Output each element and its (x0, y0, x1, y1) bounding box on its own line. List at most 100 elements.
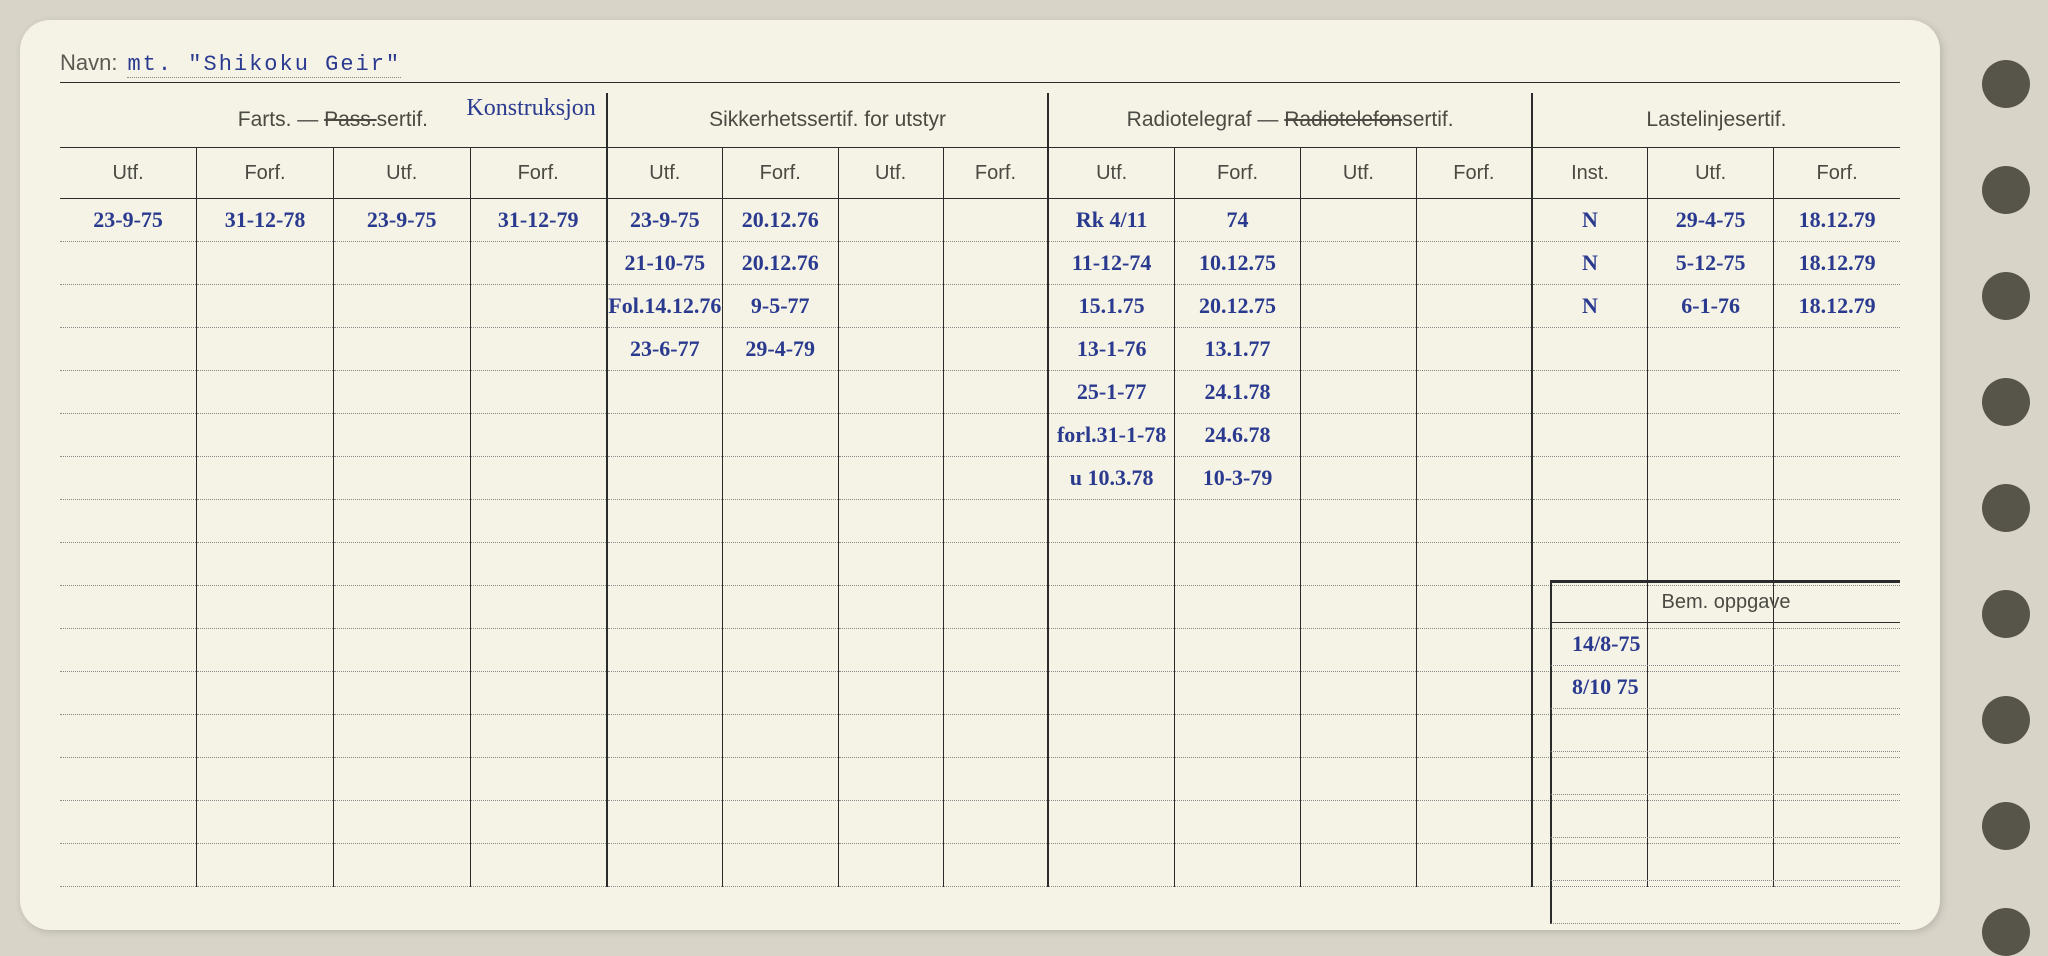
bem-value: 8/10 75 (1572, 674, 1639, 700)
cell-value: 21-10-75 (624, 250, 705, 275)
cell: N (1532, 285, 1648, 328)
cell (60, 715, 197, 758)
cell (1301, 500, 1417, 543)
cell (838, 414, 943, 457)
cell-value: u 10.3.78 (1070, 465, 1154, 490)
cell: 13.1.77 (1174, 328, 1300, 371)
cell (333, 457, 470, 500)
cell (1174, 672, 1300, 715)
cell-value: forl.31-1-78 (1057, 422, 1166, 447)
cell (60, 543, 197, 586)
cell-value: 18.12.79 (1799, 293, 1876, 318)
col-utf: Utf. (1048, 148, 1174, 199)
cell (838, 328, 943, 371)
cell (943, 199, 1048, 242)
cell (943, 586, 1048, 629)
cell (470, 844, 607, 887)
cell (470, 629, 607, 672)
cell (943, 672, 1048, 715)
cell (838, 801, 943, 844)
cell (943, 328, 1048, 371)
cell (197, 629, 334, 672)
cell (470, 242, 607, 285)
cell-value: 29-4-79 (745, 336, 815, 361)
cell (470, 801, 607, 844)
bem-row (1550, 838, 1900, 881)
cell (1416, 371, 1532, 414)
cell (838, 672, 943, 715)
hole-icon (1982, 60, 2030, 108)
hole-icon (1982, 590, 2030, 638)
cell-value: 29-4-75 (1676, 207, 1746, 232)
punch-holes (1982, 60, 2030, 956)
cell (1648, 328, 1774, 371)
cell: 9-5-77 (722, 285, 838, 328)
cell (1416, 500, 1532, 543)
cell: 18.12.79 (1774, 242, 1900, 285)
bem-row (1550, 795, 1900, 838)
cell (197, 328, 334, 371)
cell (197, 586, 334, 629)
cell (60, 758, 197, 801)
sub-header-row: Utf. Forf. Utf. Forf. Utf. Forf. Utf. Fo… (60, 148, 1900, 199)
cell (1648, 500, 1774, 543)
farts-annotation: Konstruksjon (466, 95, 595, 122)
cell (722, 586, 838, 629)
cell (1774, 457, 1900, 500)
radio-header: Radiotelegraf — Radiotelefonsertif. (1048, 93, 1532, 148)
cell (60, 328, 197, 371)
laste-header: Lastelinjesertif. (1532, 93, 1900, 148)
navn-row: Navn: mt. "Shikoku Geir" (60, 50, 1900, 83)
cell (1048, 801, 1174, 844)
cell: 74 (1174, 199, 1300, 242)
cell (1416, 199, 1532, 242)
cell-value: 20.12.76 (742, 250, 819, 275)
cell (838, 758, 943, 801)
col-forf: Forf. (1416, 148, 1532, 199)
cell (943, 242, 1048, 285)
cell-value: 23-9-75 (367, 207, 437, 232)
cell (1174, 758, 1300, 801)
cell-value: 9-5-77 (751, 293, 810, 318)
cell (470, 672, 607, 715)
col-utf: Utf. (1301, 148, 1417, 199)
table-row: 23-6-7729-4-7913-1-7613.1.77 (60, 328, 1900, 371)
cell: 24.6.78 (1174, 414, 1300, 457)
cell (197, 844, 334, 887)
cell-value: 13.1.77 (1205, 336, 1271, 361)
cell (1532, 328, 1648, 371)
cell: N (1532, 242, 1648, 285)
col-forf: Forf. (722, 148, 838, 199)
cell (1301, 801, 1417, 844)
col-utf: Utf. (1648, 148, 1774, 199)
bem-section: Bem. oppgave 14/8-758/10 75 (1550, 580, 1900, 924)
cell (333, 328, 470, 371)
cell: 23-9-75 (60, 199, 197, 242)
cell (60, 844, 197, 887)
cell-value: N (1582, 250, 1598, 275)
cell (943, 801, 1048, 844)
cell (1416, 672, 1532, 715)
cell (722, 715, 838, 758)
cell (1416, 586, 1532, 629)
bem-row (1550, 752, 1900, 795)
cell (1301, 586, 1417, 629)
cell-value: 6-1-76 (1681, 293, 1740, 318)
cell (197, 715, 334, 758)
cell (943, 715, 1048, 758)
cell (60, 414, 197, 457)
cell (607, 457, 723, 500)
cell-value: 31-12-79 (498, 207, 579, 232)
cell (333, 672, 470, 715)
cell-value: 31-12-78 (225, 207, 306, 232)
cell (1301, 543, 1417, 586)
col-forf: Forf. (943, 148, 1048, 199)
navn-value: mt. "Shikoku Geir" (127, 52, 401, 78)
col-utf: Utf. (838, 148, 943, 199)
cell (333, 844, 470, 887)
cell (838, 543, 943, 586)
cell: 18.12.79 (1774, 199, 1900, 242)
cell (722, 844, 838, 887)
cell (1048, 629, 1174, 672)
cell (607, 801, 723, 844)
